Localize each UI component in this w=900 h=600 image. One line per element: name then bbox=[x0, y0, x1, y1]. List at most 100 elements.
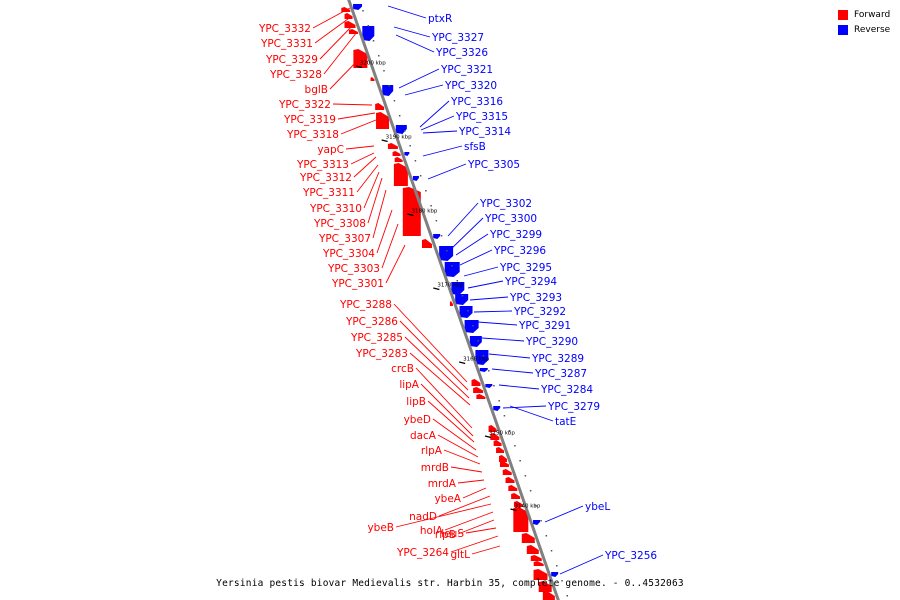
forward-gene-label: ybeB bbox=[367, 522, 394, 534]
scale-tick bbox=[381, 139, 388, 143]
feature-dot bbox=[404, 130, 406, 132]
reverse-leader-line bbox=[481, 337, 525, 342]
forward-leader-line bbox=[329, 55, 363, 90]
forward-gene bbox=[348, 29, 358, 34]
forward-gene-label: rlpA bbox=[421, 445, 443, 457]
forward-gene-label: YPC_3307 bbox=[318, 233, 371, 245]
reverse-leader-line bbox=[469, 296, 509, 301]
scale-tick-label: 3150 kbp bbox=[489, 431, 515, 437]
forward-gene-label: rlpB bbox=[435, 529, 456, 541]
forward-gene bbox=[488, 425, 497, 432]
feature-dot bbox=[519, 460, 521, 462]
reverse-gene-label: sfsB bbox=[464, 141, 486, 153]
reverse-gene-label: YPC_3315 bbox=[455, 111, 508, 123]
forward-gene-label: YPC_3283 bbox=[355, 348, 408, 360]
forward-leader-line bbox=[399, 320, 469, 391]
reverse-gene bbox=[475, 350, 489, 365]
forward-leader-line bbox=[420, 383, 474, 437]
feature-dot bbox=[425, 190, 427, 192]
forward-gene-label: lipB bbox=[406, 396, 426, 408]
forward-gene bbox=[513, 507, 529, 532]
forward-gene bbox=[542, 591, 555, 600]
feature-dot bbox=[362, 10, 364, 12]
reverse-leader-line bbox=[477, 321, 518, 326]
reverse-gene bbox=[382, 85, 394, 96]
feature-dot bbox=[556, 565, 558, 567]
forward-gene bbox=[387, 143, 398, 149]
reverse-gene bbox=[533, 520, 541, 525]
reverse-leader-line bbox=[488, 353, 531, 359]
reverse-leader-line bbox=[393, 26, 431, 38]
feature-dot bbox=[529, 490, 532, 492]
forward-gene bbox=[526, 545, 539, 554]
reverse-gene-label: YPC_3295 bbox=[499, 262, 552, 274]
feature-dot bbox=[493, 385, 495, 387]
forward-gene bbox=[513, 501, 523, 507]
reverse-gene-label: YPC_3320 bbox=[444, 80, 497, 92]
feature-dot bbox=[430, 205, 432, 207]
reverse-gene bbox=[464, 320, 479, 333]
feature-dot bbox=[409, 145, 411, 147]
reverse-gene-label: YPC_3287 bbox=[534, 368, 587, 380]
feature-dot bbox=[456, 280, 459, 282]
forward-leader-line bbox=[363, 171, 380, 209]
feature-dot bbox=[566, 595, 569, 597]
forward-gene bbox=[493, 440, 502, 446]
forward-gene bbox=[533, 569, 548, 580]
feature-dot bbox=[514, 445, 516, 447]
forward-leader-line bbox=[404, 336, 470, 399]
forward-leader-line bbox=[415, 367, 473, 429]
forward-leader-line bbox=[471, 545, 501, 555]
reverse-gene bbox=[412, 176, 419, 181]
reverse-leader-line bbox=[427, 163, 467, 180]
forward-gene-label: nadD bbox=[409, 511, 437, 523]
forward-gene bbox=[538, 581, 552, 592]
forward-gene-label: YPC_3329 bbox=[265, 54, 318, 66]
forward-gene-label: YPC_3301 bbox=[331, 278, 384, 290]
forward-gene-label: dacA bbox=[410, 430, 437, 442]
forward-leader-line bbox=[443, 449, 481, 465]
forward-gene-label: mrdB bbox=[421, 462, 449, 474]
forward-gene bbox=[375, 103, 385, 110]
reverse-leader-line bbox=[455, 233, 489, 256]
reverse-leader-line bbox=[491, 368, 534, 374]
feature-dot bbox=[398, 115, 401, 117]
forward-gene bbox=[499, 461, 509, 467]
forward-leader-line bbox=[372, 189, 387, 239]
forward-gene-label: mrdA bbox=[428, 478, 457, 490]
forward-leader-line bbox=[465, 527, 497, 534]
reverse-gene-label: YPC_3316 bbox=[450, 96, 503, 108]
gene-layer bbox=[341, 4, 569, 600]
feature-dot bbox=[508, 430, 511, 432]
forward-gene-label: YPC_3311 bbox=[302, 187, 355, 199]
forward-gene-label: YPC_3318 bbox=[286, 129, 339, 141]
forward-leader-line bbox=[427, 400, 475, 443]
forward-gene bbox=[392, 151, 401, 156]
forward-leader-line bbox=[319, 23, 355, 60]
reverse-gene-label: YPC_3284 bbox=[540, 384, 593, 396]
feature-dot bbox=[477, 340, 479, 342]
forward-leader-line bbox=[314, 15, 353, 44]
forward-gene bbox=[473, 387, 484, 393]
reverse-leader-line bbox=[447, 202, 479, 237]
forward-leader-line bbox=[457, 519, 495, 535]
scale-tick bbox=[459, 361, 466, 365]
forward-leader-line bbox=[381, 223, 399, 269]
reverse-gene bbox=[439, 246, 454, 261]
forward-leader-line bbox=[432, 418, 477, 451]
forward-gene-label: YPC_3332 bbox=[258, 23, 311, 35]
forward-leader-line bbox=[337, 112, 376, 120]
reverse-gene-label: YPC_3279 bbox=[547, 401, 600, 413]
forward-leader-line bbox=[340, 119, 377, 135]
forward-gene-label: YPC_3313 bbox=[296, 159, 349, 171]
forward-gene bbox=[521, 533, 535, 543]
backbone-layer bbox=[347, 0, 560, 600]
forward-gene-label: ybeD bbox=[404, 414, 431, 426]
forward-gene bbox=[376, 112, 390, 129]
scale-tick-label: 3160 kbp bbox=[463, 357, 489, 363]
leader-line-layer bbox=[312, 5, 604, 575]
reverse-leader-line bbox=[467, 280, 504, 289]
forward-leader-line bbox=[312, 7, 351, 29]
forward-gene-label: leuS bbox=[441, 528, 464, 540]
forward-gene bbox=[341, 7, 351, 12]
